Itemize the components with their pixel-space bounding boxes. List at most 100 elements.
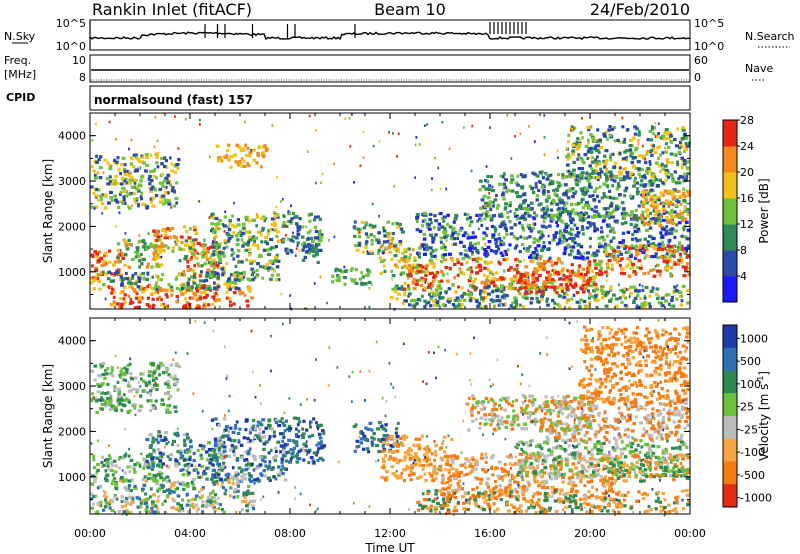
range-cell [240, 470, 244, 474]
range-cell [670, 231, 674, 236]
range-cell [581, 136, 584, 140]
range-cell [502, 197, 506, 201]
range-cell [175, 275, 178, 279]
range-cell [364, 242, 368, 246]
range-cell [566, 243, 570, 247]
range-cell [261, 228, 265, 232]
range-cell [217, 449, 221, 453]
nsky-trace [89, 31, 691, 41]
range-cell [297, 449, 301, 454]
range-cell [261, 276, 265, 280]
range-cell [123, 454, 127, 458]
range-cell [295, 247, 298, 250]
range-cell [439, 260, 444, 264]
range-cell [594, 176, 598, 180]
range-cell [629, 222, 633, 227]
range-cell [649, 198, 653, 202]
range-cell [534, 292, 539, 296]
range-cell [670, 140, 673, 144]
range-cell [314, 229, 319, 233]
range-cell [121, 177, 125, 181]
range-cell [571, 239, 575, 243]
range-cell [557, 304, 562, 309]
range-cell [420, 276, 424, 280]
range-cell [144, 492, 147, 496]
range-cell [612, 179, 617, 183]
range-cell [664, 146, 667, 150]
range-cell [423, 299, 427, 303]
range-cell [130, 500, 135, 504]
range-cell [156, 489, 160, 493]
range-cell [121, 277, 125, 281]
range-cell [576, 137, 580, 141]
range-cell [163, 198, 167, 202]
range-cell [164, 165, 169, 169]
range-cell [471, 258, 476, 262]
range-cell [461, 257, 466, 261]
range-cell [534, 246, 537, 251]
range-cell [153, 243, 158, 247]
range-cell [643, 294, 647, 298]
range-cell [282, 214, 286, 219]
range-cell [301, 427, 305, 431]
range-cell [443, 253, 447, 257]
range-cell [258, 427, 262, 431]
range-cell [413, 456, 417, 460]
range-cell [211, 295, 216, 299]
range-cell [152, 448, 156, 452]
range-cell [90, 276, 93, 280]
range-cell [188, 286, 191, 290]
cpid-panel: CPID normalsound (fast) 157 [6, 85, 691, 111]
range-cell [543, 135, 546, 139]
range-cell [621, 214, 625, 218]
range-cell [276, 440, 281, 444]
range-cell [545, 205, 549, 209]
range-cell [439, 236, 443, 240]
range-cell [354, 268, 358, 272]
range-cell [497, 247, 501, 251]
range-cell [159, 195, 163, 199]
range-cell [318, 217, 322, 221]
range-cell [678, 295, 681, 298]
range-cell [516, 237, 520, 241]
range-cell [315, 181, 317, 185]
range-cell [459, 252, 463, 256]
range-cell [564, 275, 569, 279]
range-cell [399, 227, 404, 231]
range-cell [427, 285, 431, 289]
range-cell [134, 306, 139, 310]
range-cell [152, 174, 156, 178]
range-cell [640, 217, 644, 221]
range-cell [121, 156, 126, 160]
range-cell [229, 304, 233, 308]
range-cell [579, 187, 584, 191]
range-cell [174, 458, 177, 462]
range-cell [568, 270, 572, 274]
range-cell [300, 434, 304, 438]
range-cell [111, 479, 115, 483]
range-cell [396, 225, 401, 229]
range-cell [421, 279, 425, 283]
range-cell [95, 122, 97, 126]
range-cell [607, 263, 610, 267]
nave-label: Nave [745, 62, 773, 75]
range-cell [166, 288, 170, 292]
range-cell [535, 174, 540, 178]
range-cell [176, 486, 179, 490]
range-cell [248, 151, 253, 155]
range-cell [594, 294, 598, 298]
range-cell [673, 138, 677, 142]
range-cell [195, 306, 199, 310]
range-cell [106, 277, 111, 281]
range-cell [579, 138, 582, 142]
range-cell [683, 178, 687, 182]
range-cell [672, 195, 677, 199]
range-cell [158, 187, 163, 192]
range-cell [514, 304, 519, 308]
range-cell [227, 237, 232, 241]
range-cell [491, 300, 495, 304]
range-cell [559, 277, 562, 280]
range-cell [319, 181, 322, 185]
range-cell [271, 259, 276, 264]
range-cell [547, 234, 550, 238]
